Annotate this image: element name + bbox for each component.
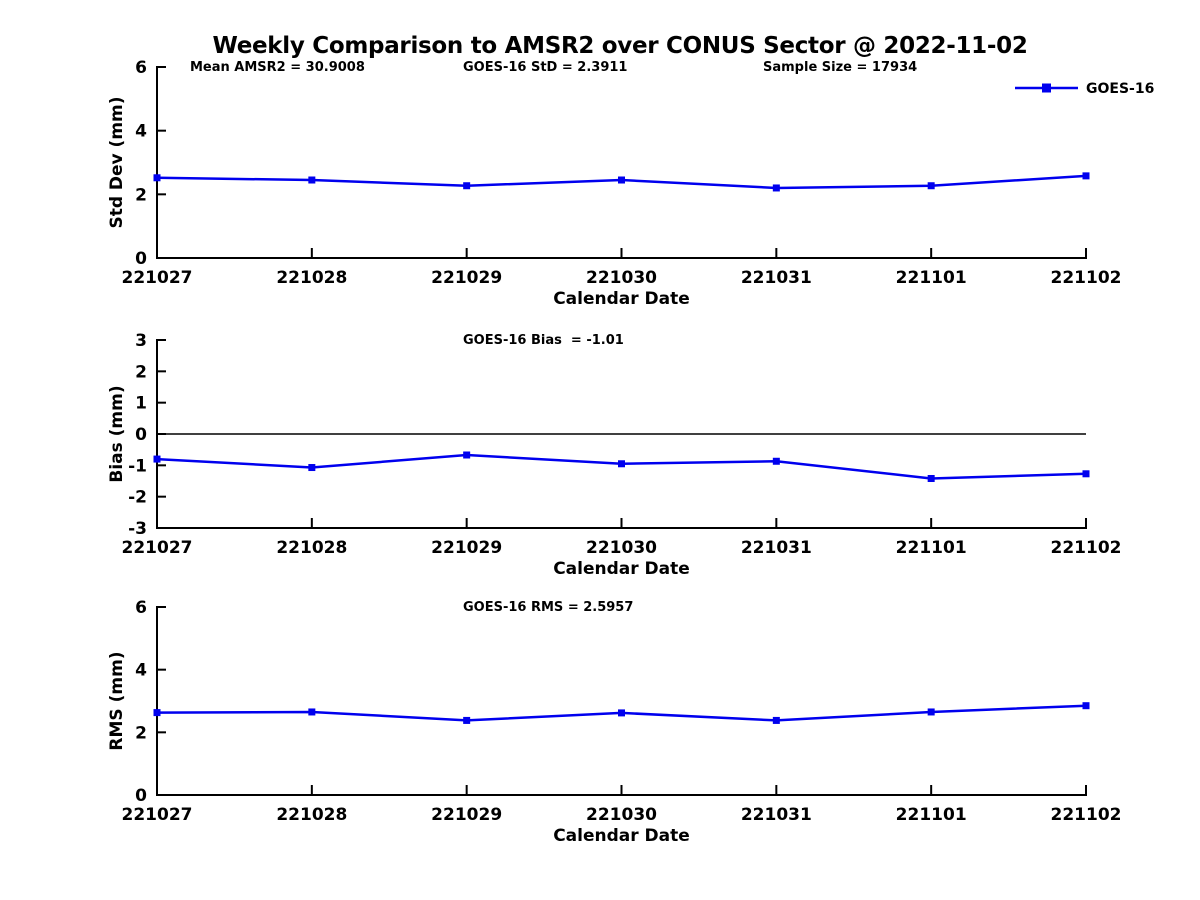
axes-frame: [156, 606, 1087, 796]
x-tick-label: 221027: [122, 538, 193, 558]
x-tick-label: 221028: [276, 538, 347, 558]
y-tick-label: 2: [135, 723, 147, 743]
y-tick-label: 6: [135, 58, 147, 78]
x-tick-label: 221031: [741, 538, 812, 558]
data-point-marker: [463, 716, 471, 724]
y-tick-label: 2: [135, 362, 147, 382]
y-tick-label: 0: [135, 786, 147, 806]
data-point-marker: [1082, 470, 1090, 478]
data-point-marker: [463, 182, 471, 190]
data-point-marker: [463, 451, 471, 459]
y-axis-label: RMS (mm): [107, 651, 127, 750]
data-point-marker: [772, 457, 780, 465]
data-point-marker: [772, 184, 780, 192]
chart-title: Weekly Comparison to AMSR2 over CONUS Se…: [212, 33, 1027, 59]
data-point-marker: [618, 176, 625, 184]
x-tick-label: 221101: [896, 538, 967, 558]
y-tick-label: 0: [135, 425, 147, 445]
x-tick-label: 221101: [896, 805, 967, 825]
y-tick-label: 1: [135, 394, 147, 414]
y-tick-label: 4: [135, 661, 147, 681]
x-tick-label: 221102: [1051, 805, 1122, 825]
axes-frame: [156, 66, 1087, 259]
y-tick-label: -1: [128, 456, 147, 476]
y-tick-label: 0: [135, 249, 147, 269]
y-tick-label: 2: [135, 185, 147, 205]
x-tick-label: 221028: [276, 268, 347, 288]
y-tick-label: -2: [128, 488, 147, 508]
x-tick-label: 221029: [431, 805, 502, 825]
x-axis-label: Calendar Date: [553, 289, 690, 309]
data-point-marker: [618, 709, 625, 717]
y-tick-label: 6: [135, 598, 147, 618]
data-point-marker: [1082, 172, 1090, 180]
x-axis-label: Calendar Date: [553, 559, 690, 579]
x-tick-label: 221030: [586, 268, 657, 288]
data-point-marker: [772, 716, 780, 724]
y-tick-label: -3: [128, 519, 147, 539]
x-tick-label: 221030: [586, 538, 657, 558]
x-tick-label: 221102: [1051, 268, 1122, 288]
x-tick-label: 221027: [122, 805, 193, 825]
y-axis-label: Bias (mm): [107, 385, 127, 482]
data-point-marker: [927, 708, 935, 716]
x-tick-label: 221101: [896, 268, 967, 288]
x-axis-label: Calendar Date: [553, 826, 690, 846]
data-point-marker: [618, 460, 625, 468]
legend-label: GOES-16: [1086, 81, 1154, 97]
x-tick-label: 221029: [431, 538, 502, 558]
x-tick-label: 221030: [586, 805, 657, 825]
y-tick-label: 3: [135, 331, 147, 351]
stat-annotation: GOES-16 RMS = 2.5957: [463, 600, 633, 615]
subplot-std-dev: 0 2 4 6 221027 221028 221029 221030 221031 221101…: [107, 58, 1121, 309]
legend-square-marker-icon: [1042, 83, 1051, 93]
data-point-marker: [153, 709, 161, 717]
y-tick-label: 4: [135, 122, 147, 142]
data-point-marker: [308, 176, 316, 184]
data-point-marker: [1082, 702, 1090, 710]
data-point-marker: [927, 182, 935, 190]
x-tick-label: 221102: [1051, 538, 1122, 558]
data-point-marker: [927, 474, 935, 482]
data-point-marker: [153, 455, 161, 463]
y-axis-label: Std Dev (mm): [107, 96, 127, 228]
x-tick-label: 221028: [276, 805, 347, 825]
data-point-marker: [308, 708, 316, 716]
x-tick-label: 221029: [431, 268, 502, 288]
data-point-marker: [308, 464, 316, 472]
legend: GOES-16: [1015, 81, 1154, 97]
x-tick-label: 221027: [122, 268, 193, 288]
x-tick-label: 221031: [741, 805, 812, 825]
data-point-marker: [153, 174, 161, 182]
stat-annotation: Mean AMSR2 = 30.9008: [190, 60, 365, 75]
stat-annotation: GOES-16 StD = 2.3911: [463, 60, 627, 75]
subplot-bias: -3 -2 -1 0 1 2 3 221027 221028 221029 221030 221031…: [107, 331, 1121, 579]
subplot-rms: 0 2 4 6 221027 221028 221029 221030 221031 221101…: [107, 598, 1121, 846]
stat-annotation: Sample Size = 17934: [763, 60, 917, 75]
stat-annotation: GOES-16 Bias = -1.01: [463, 333, 624, 348]
x-tick-label: 221031: [741, 268, 812, 288]
